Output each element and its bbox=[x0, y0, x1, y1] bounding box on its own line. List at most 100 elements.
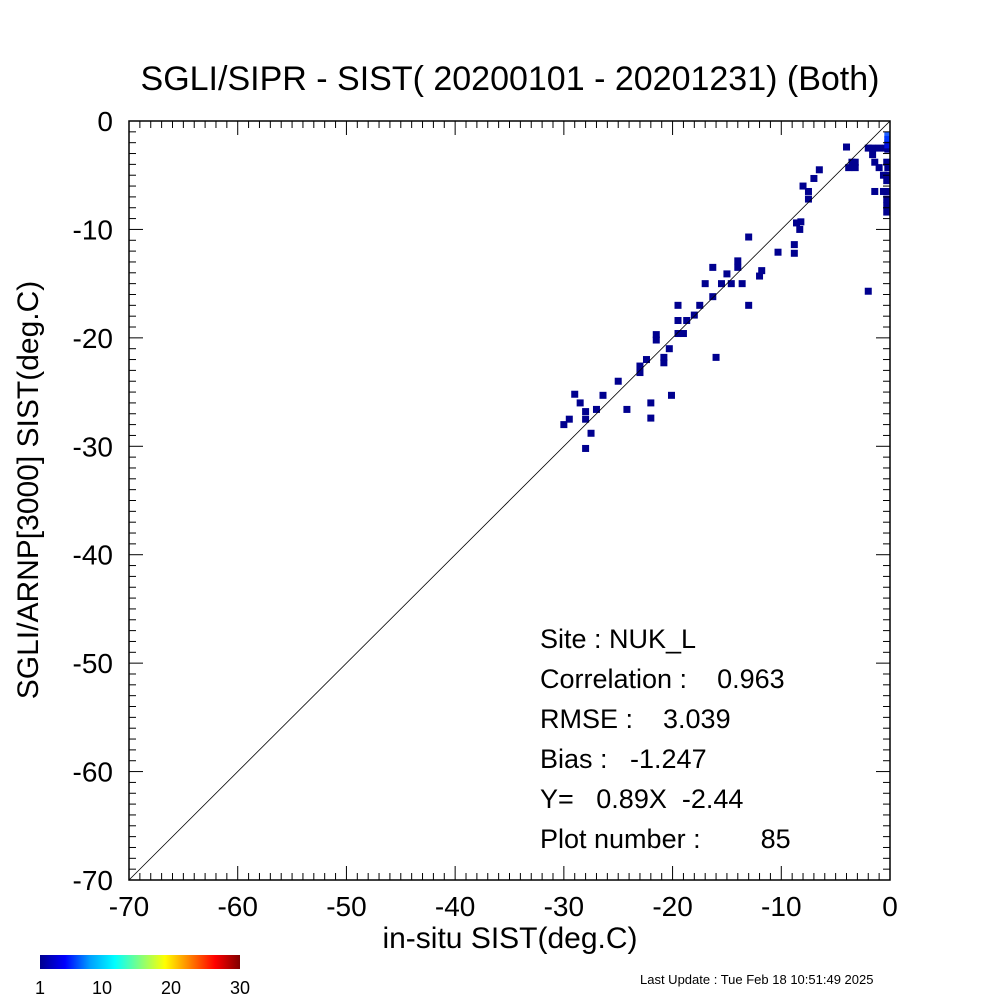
data-point bbox=[576, 399, 584, 407]
data-point bbox=[799, 182, 807, 190]
x-tick-label: -60 bbox=[217, 891, 257, 922]
data-point bbox=[571, 390, 579, 398]
data-point bbox=[709, 263, 717, 271]
data-point bbox=[647, 414, 655, 422]
data-point bbox=[884, 145, 890, 153]
data-point bbox=[883, 187, 890, 195]
data-point bbox=[883, 208, 890, 216]
data-point bbox=[843, 143, 851, 151]
stat-rmse: RMSE : 3.039 bbox=[540, 704, 731, 734]
statistics-box: Site : NUK_L Correlation : 0.963 RMSE : … bbox=[540, 624, 791, 854]
data-point bbox=[864, 144, 872, 152]
data-point bbox=[758, 267, 766, 275]
data-point bbox=[845, 164, 853, 172]
data-point bbox=[674, 301, 682, 309]
data-point bbox=[790, 249, 798, 257]
data-points bbox=[560, 131, 890, 452]
data-point bbox=[660, 353, 668, 361]
y-tick-label: -40 bbox=[73, 540, 113, 571]
data-point bbox=[642, 356, 650, 364]
data-point bbox=[674, 330, 682, 338]
stat-bias: Bias : -1.247 bbox=[540, 744, 707, 774]
data-point bbox=[623, 405, 631, 413]
data-point bbox=[745, 233, 753, 241]
colorbar-tick-label: 20 bbox=[161, 978, 181, 998]
data-point bbox=[647, 399, 655, 407]
stat-correlation: Correlation : 0.963 bbox=[540, 664, 785, 694]
data-point bbox=[810, 174, 818, 182]
data-point bbox=[883, 158, 890, 166]
data-point bbox=[875, 164, 883, 172]
y-tick-label: -10 bbox=[73, 214, 113, 245]
x-tick-label: -30 bbox=[544, 891, 584, 922]
data-point bbox=[756, 272, 764, 280]
data-point bbox=[869, 151, 877, 159]
data-point bbox=[690, 311, 698, 319]
colorbar-tick-label: 1 bbox=[35, 978, 45, 998]
stat-plot-number: Plot number : 85 bbox=[540, 824, 791, 854]
colorbar-tick-label: 10 bbox=[92, 978, 112, 998]
data-point bbox=[717, 280, 725, 288]
data-point bbox=[560, 421, 568, 429]
data-point bbox=[790, 241, 798, 249]
data-point bbox=[797, 218, 805, 226]
y-axis-label: SGLI/ARNP[3000] SIST(deg.C) bbox=[12, 281, 45, 700]
data-point bbox=[636, 369, 644, 377]
y-tick-label: 0 bbox=[97, 106, 113, 137]
data-point bbox=[701, 280, 709, 288]
data-point bbox=[738, 280, 746, 288]
data-point bbox=[883, 177, 890, 185]
data-point bbox=[734, 263, 742, 271]
data-point bbox=[804, 195, 812, 203]
data-point bbox=[679, 330, 687, 338]
data-point bbox=[869, 144, 877, 152]
axis-ticks bbox=[128, 120, 891, 881]
data-point bbox=[793, 219, 801, 227]
axis-tick-labels: -70-70 -60 -60 -50 -50 -40 -40 -30 -30 -20 -20 -10 -… bbox=[73, 106, 898, 922]
data-point bbox=[875, 144, 883, 152]
y-tick-label: -50 bbox=[73, 648, 113, 679]
x-tick-label: -10 bbox=[761, 891, 801, 922]
data-point bbox=[727, 280, 735, 288]
colorbar-tick-label: 30 bbox=[230, 978, 250, 998]
data-point bbox=[734, 257, 742, 265]
y-tick-label: -30 bbox=[73, 431, 113, 462]
data-point bbox=[614, 377, 622, 385]
data-point bbox=[587, 429, 595, 437]
data-point bbox=[796, 225, 804, 233]
x-tick-label: 0 bbox=[882, 891, 898, 922]
data-point bbox=[592, 405, 600, 413]
data-point-dense bbox=[884, 131, 890, 139]
x-tick-label: -70 bbox=[109, 891, 149, 922]
data-point bbox=[582, 408, 590, 416]
data-point bbox=[815, 166, 823, 174]
data-point bbox=[774, 248, 782, 256]
data-point bbox=[660, 359, 668, 367]
data-point bbox=[582, 444, 590, 452]
x-tick-label: -40 bbox=[435, 891, 475, 922]
colorbar-scale bbox=[40, 955, 240, 969]
stat-site: Site : NUK_L bbox=[540, 624, 696, 654]
data-point bbox=[696, 301, 704, 309]
one-to-one-line bbox=[128, 120, 891, 881]
data-point bbox=[723, 270, 731, 278]
data-point bbox=[883, 202, 890, 210]
data-point bbox=[665, 345, 673, 353]
colorbar-tick-labels: 1 10 20 30 bbox=[35, 978, 250, 998]
data-point bbox=[636, 362, 644, 370]
data-point bbox=[652, 331, 660, 339]
data-point bbox=[565, 415, 573, 423]
y-tick-label: -70 bbox=[73, 865, 113, 896]
data-point bbox=[582, 415, 590, 423]
data-point bbox=[851, 158, 859, 166]
data-point bbox=[709, 293, 717, 301]
data-point bbox=[871, 158, 879, 166]
last-update-text: Last Update : Tue Feb 18 10:51:49 2025 bbox=[640, 972, 873, 987]
x-tick-label: -50 bbox=[326, 891, 366, 922]
data-point bbox=[712, 353, 720, 361]
data-point bbox=[884, 164, 890, 172]
y-tick-label: -60 bbox=[73, 757, 113, 788]
data-point-dense bbox=[884, 141, 890, 149]
data-point bbox=[683, 317, 691, 325]
